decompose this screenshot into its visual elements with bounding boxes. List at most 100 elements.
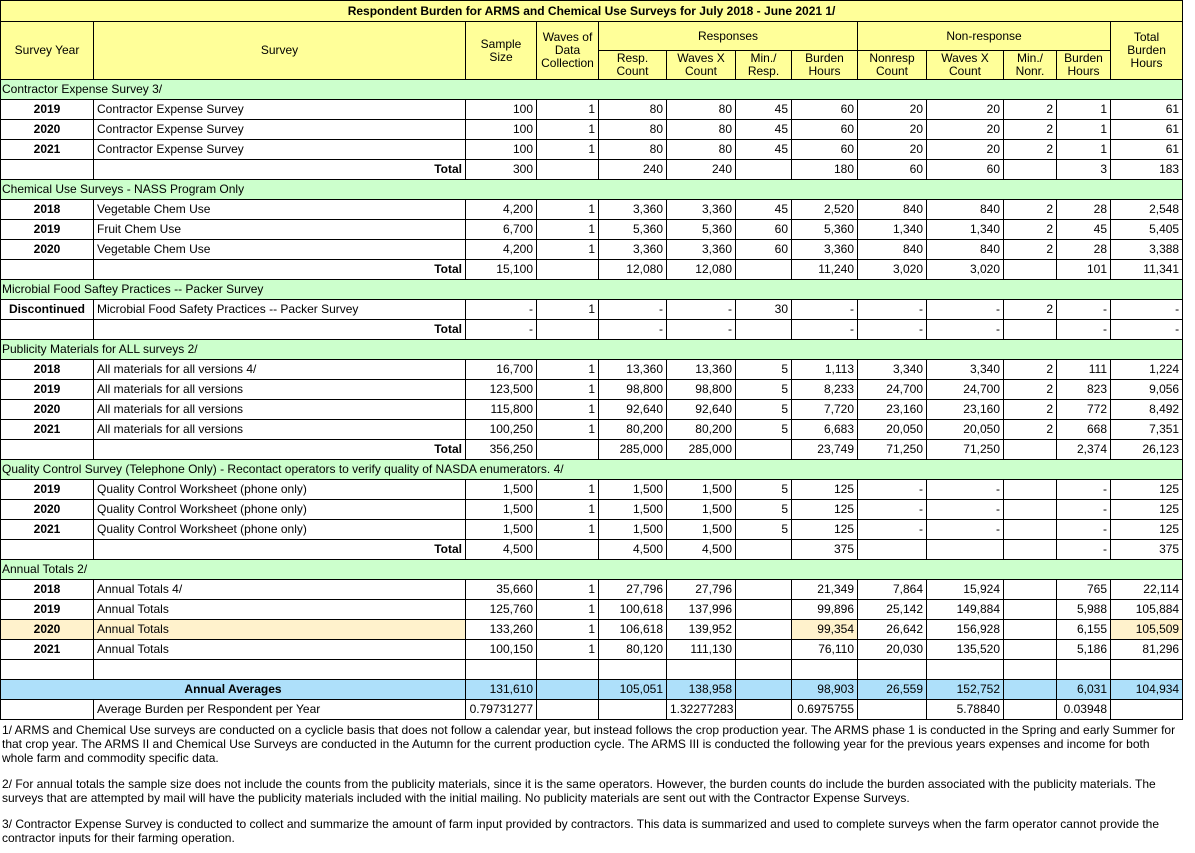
header-waves-x-count: Waves X Count [666, 50, 736, 80]
cell: 2 [1003, 219, 1057, 240]
cell: 138,958 [666, 679, 736, 700]
table-row-data: Discontinued Microbial Food Safety Practi… [0, 299, 1184, 320]
cell: 1,224 [1109, 359, 1184, 380]
table-row-total: Total 356,250 285,000 285,000 23,749 71,250 71… [0, 439, 1184, 460]
survey-name-cell: Annual Totals [93, 639, 466, 660]
cell: 1,500 [666, 519, 736, 540]
cell: 6,683 [791, 419, 858, 440]
cell: 1 [536, 299, 599, 320]
survey-name-cell: Annual Totals 4/ [93, 579, 466, 600]
survey-name-cell: Average Burden per Respondent per Year [93, 699, 466, 720]
survey-year-cell: 2020 [0, 499, 94, 520]
header-waves: Waves of Data Collection [536, 21, 599, 80]
cell: 20 [857, 99, 927, 120]
cell: 137,996 [666, 599, 736, 620]
cell: 1 [536, 519, 599, 540]
survey-year-cell [0, 539, 94, 560]
cell [1003, 599, 1057, 620]
cell [735, 319, 792, 340]
cell: 20,030 [857, 639, 927, 660]
cell [1003, 579, 1057, 600]
cell: 45 [1056, 219, 1111, 240]
cell: 5 [735, 359, 792, 380]
cell: 3,340 [857, 359, 927, 380]
cell: 3,360 [666, 199, 736, 220]
cell: 0.03948 [1056, 699, 1111, 720]
cell: - [857, 499, 927, 520]
survey-name-cell: Contractor Expense Survey [93, 119, 466, 140]
cell: 1,500 [465, 519, 537, 540]
cell: 8,492 [1109, 399, 1184, 420]
cell [735, 679, 792, 700]
cell: 125 [791, 499, 858, 520]
cell: 28 [1056, 239, 1111, 260]
cell: 45 [735, 119, 792, 140]
cell: 60 [926, 159, 1004, 180]
cell: 300 [465, 159, 537, 180]
cell [666, 659, 736, 680]
cell: 149,884 [926, 599, 1004, 620]
cell: 6,031 [1056, 679, 1111, 700]
header-waves-x-count-nonresp: Waves X Count [926, 50, 1004, 80]
cell: 823 [1056, 379, 1111, 400]
cell: 1 [536, 219, 599, 240]
cell: - [857, 319, 927, 340]
cell: 5,360 [791, 219, 858, 240]
survey-name-cell: Annual Totals [93, 619, 466, 640]
cell: 4,500 [598, 539, 667, 560]
cell: 24,700 [857, 379, 927, 400]
table-row-data: 2018 Annual Totals 4/35,660 1 27,796 27,796 2… [0, 579, 1184, 600]
survey-name-cell: All materials for all versions [93, 399, 466, 420]
cell [1003, 679, 1057, 700]
cell: 4,500 [465, 539, 537, 560]
cell: 20,050 [857, 419, 927, 440]
survey-name-cell: Quality Control Worksheet (phone only) [93, 499, 466, 520]
cell: 1 [536, 419, 599, 440]
table-row-data: 2021 All materials for all versions 100,25… [0, 419, 1184, 440]
cell: - [1056, 519, 1111, 540]
cell: 5,360 [598, 219, 667, 240]
cell [735, 159, 792, 180]
cell: 100,250 [465, 419, 537, 440]
cell: 60 [791, 119, 858, 140]
cell: - [598, 299, 667, 320]
cell: 13,360 [598, 359, 667, 380]
header-survey-year: Survey Year [0, 21, 94, 80]
cell [536, 439, 599, 460]
cell: 7,720 [791, 399, 858, 420]
survey-name-cell: Fruit Chem Use [93, 219, 466, 240]
cell: 0.6975755 [791, 699, 858, 720]
cell: 80 [666, 139, 736, 160]
section-label: Chemical Use Surveys - NASS Program Only [0, 179, 1184, 200]
cell: 152,752 [926, 679, 1004, 700]
cell: 80 [598, 99, 667, 120]
cell: 35,660 [465, 579, 537, 600]
cell: 20 [857, 119, 927, 140]
survey-year-cell [0, 699, 94, 720]
survey-year-cell [0, 159, 94, 180]
cell: 26,559 [857, 679, 927, 700]
cell: - [1056, 299, 1111, 320]
cell: 80 [598, 139, 667, 160]
cell: - [926, 499, 1004, 520]
cell [926, 539, 1004, 560]
cell [735, 539, 792, 560]
cell: 80,120 [598, 639, 667, 660]
cell: 45 [735, 139, 792, 160]
cell: 2 [1003, 139, 1057, 160]
survey-year-cell: 2021 [0, 139, 94, 160]
cell: 80 [666, 99, 736, 120]
cell: 1 [536, 579, 599, 600]
cell: 1,500 [598, 519, 667, 540]
footnotes: 1/ ARMS and Chemical Use surveys are con… [0, 720, 1186, 845]
cell: 2 [1003, 239, 1057, 260]
cell: 1 [1056, 119, 1111, 140]
cell: 100,150 [465, 639, 537, 660]
table-row-section: Publicity Materials for ALL surveys 2/ [0, 339, 1184, 360]
survey-year-cell: 2021 [0, 519, 94, 540]
survey-year-cell: 2019 [0, 99, 94, 120]
survey-name-cell: All materials for all versions 4/ [93, 359, 466, 380]
cell: 2 [1003, 119, 1057, 140]
cell: 101 [1056, 259, 1111, 280]
cell: 111 [1056, 359, 1111, 380]
